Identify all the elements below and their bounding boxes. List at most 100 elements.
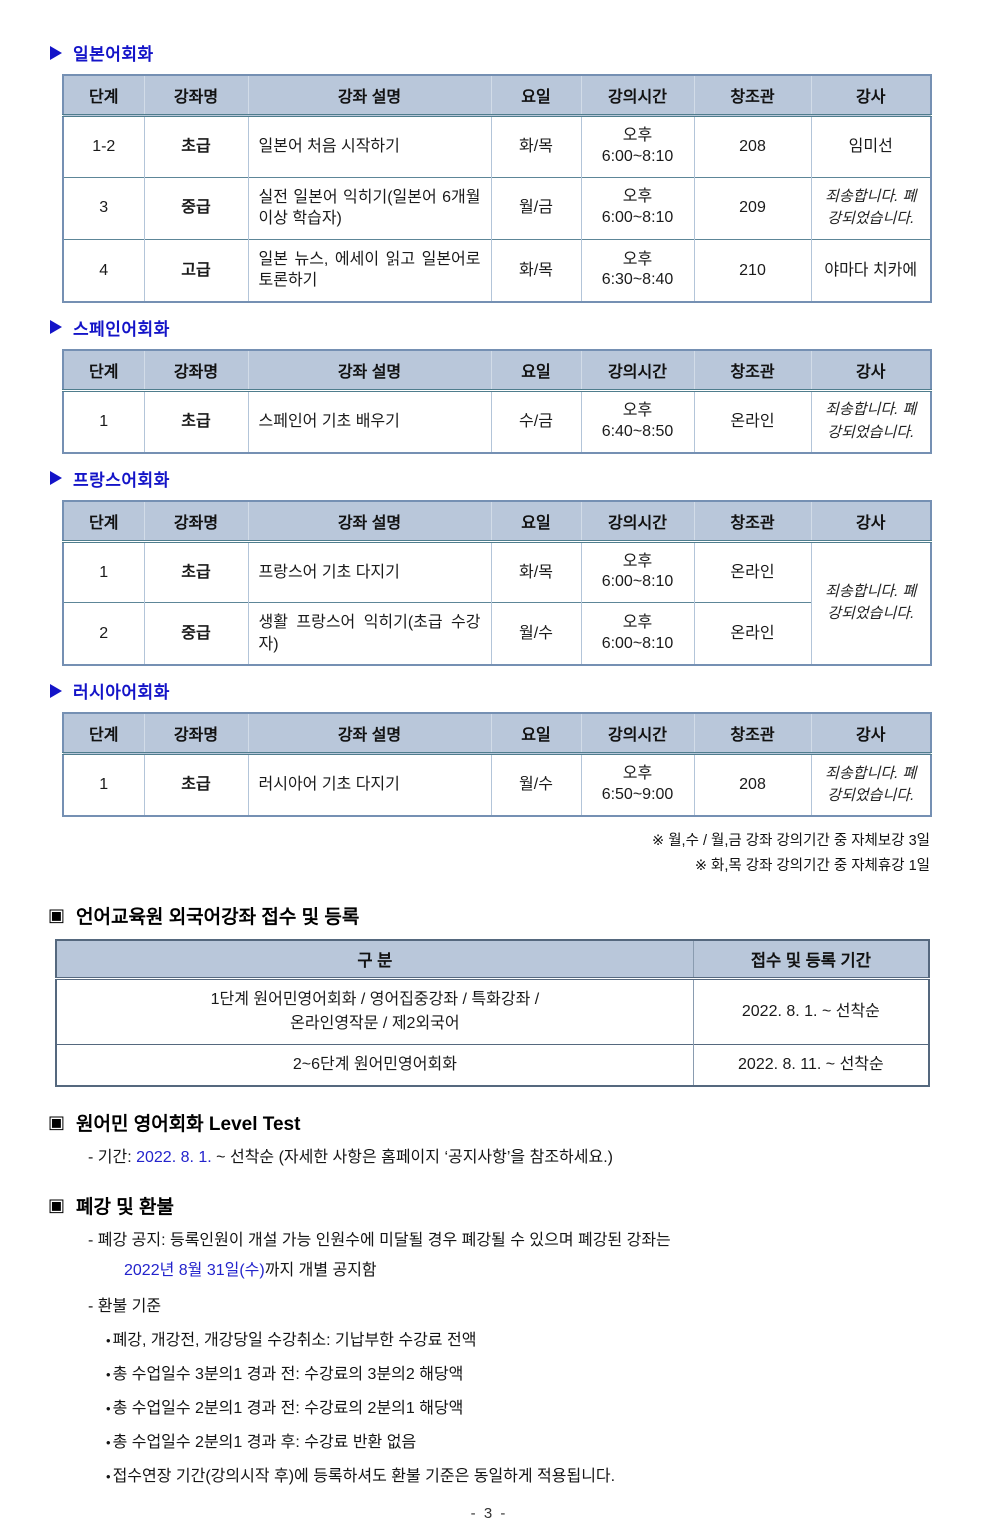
- footnote-rest-day: ※ 화,목 강좌 강의기간 중 자체휴강 1일: [694, 858, 930, 875]
- cell-time: 오후 6:00~8:10: [580, 602, 694, 666]
- cell-days: 화/목: [490, 541, 581, 603]
- course-table-0: 단계 강좌명 강좌 설명 요일 강의시간 창조관 강사 1-2 초급 일본어 처음 시작하기 화/목…: [62, 74, 932, 303]
- cell-days: 월/수: [490, 602, 581, 666]
- header-row: 단계 강좌명 강좌 설명 요일 강의시간 창조관 강사: [63, 349, 931, 392]
- bullet-dot-icon: •: [106, 1400, 111, 1416]
- section-title-text: 일본어회화: [73, 45, 154, 64]
- cancel-notice-date: 2022년 8월 31일(수): [124, 1261, 265, 1279]
- col-header: 강좌 설명: [247, 75, 491, 117]
- page-number: - 3 -: [470, 1504, 508, 1522]
- refund-bullet-text: 총 수업일수 2분의1 경과 전: 수강료의 2분의1 해당액: [112, 1399, 464, 1417]
- cell-course-name: 초급: [143, 115, 248, 178]
- cancel-notice-line2: 2022년 8월 31일(수)까지 개별 공지함: [124, 1259, 930, 1283]
- refund-bullet-item: • 총 수업일수 2분의1 경과 전: 수강료의 2분의1 해당액: [106, 1397, 930, 1421]
- refund-bullet-text: 접수연장 기간(강의시작 후)에 등록하셔도 환불 기준은 동일하게 적용됩니다…: [112, 1467, 616, 1485]
- cell-room: 온라인: [693, 390, 811, 453]
- language-course-sections: 일본어회화 단계 강좌명 강좌 설명 요일 강의시간 창조관 강사 1-2 초급 일본어 처음 시작…: [48, 40, 932, 817]
- cell-description: 일본어 처음 시작하기: [247, 115, 491, 178]
- section-title: 프랑스어회화: [50, 466, 930, 491]
- cell-teacher-cancelled: 죄송합니다. 폐강되었습니다.: [810, 390, 931, 453]
- cell-level: 1: [99, 563, 109, 581]
- refund-bullet-item: • 총 수업일수 3분의1 경과 전: 수강료의 3분의2 해당액: [106, 1363, 930, 1387]
- table-row: 1 초급 스페인어 기초 배우기 수/금 오후 6:40~8:50 온라인 죄송합니다. 폐강…: [63, 390, 931, 453]
- col-header: 강좌 설명: [247, 349, 491, 392]
- cell-description: 생활 프랑스어 익히기(초급 수강자): [247, 602, 491, 666]
- bullet-dot-icon: •: [106, 1468, 111, 1484]
- cell-time: 오후 6:40~8:50: [580, 390, 694, 453]
- col-header: 요일: [490, 75, 581, 117]
- col-header: 강의시간: [580, 500, 694, 543]
- header-row: 단계 강좌명 강좌 설명 요일 강의시간 창조관 강사: [63, 500, 931, 543]
- col-header: 단계: [63, 500, 144, 543]
- header-row: 단계 강좌명 강좌 설명 요일 강의시간 창조관 강사: [63, 75, 931, 117]
- cell-period: 2022. 8. 11. ~ 선착순: [692, 1043, 929, 1086]
- col-header: 강좌명: [143, 713, 248, 756]
- cell-course-name: 초급: [143, 753, 248, 816]
- refund-title-text: 폐강 및 환불: [76, 1196, 174, 1218]
- refund-bullet-text: 총 수업일수 2분의1 경과 후: 수강료 반환 없음: [112, 1433, 417, 1451]
- table-row: 2 중급 생활 프랑스어 익히기(초급 수강자) 월/수 오후 6:00~8:10 온라인: [63, 602, 931, 666]
- cell-level: 1-2: [92, 138, 116, 155]
- table-row: 1 초급 프랑스어 기초 다지기 화/목 오후 6:00~8:10 온라인 죄송합니다. 폐강…: [63, 541, 931, 666]
- cell-time: 오후 6:30~8:40: [580, 238, 694, 302]
- section-title-text: 러시아어회화: [73, 683, 170, 703]
- table-row: 2~6단계 원어민영어회화 2022. 8. 11. ~ 선착순: [56, 1043, 929, 1086]
- cell-days: 화/목: [490, 238, 581, 302]
- cell-description: 러시아어 기초 다지기: [247, 753, 491, 816]
- table-row: 1 초급 러시아어 기초 다지기 월/수 오후 6:50~9:00 208 죄송합니다. 폐강…: [63, 753, 931, 816]
- refund-bullet-text: 폐강, 개강전, 개강당일 수강취소: 기납부한 수강료 전액: [112, 1331, 477, 1349]
- cell-teacher: 임미선: [810, 115, 931, 178]
- square-bullet-icon: ▣: [48, 905, 66, 926]
- col-header: 강사: [810, 713, 931, 756]
- refund-bullet-list: • 폐강, 개강전, 개강당일 수강취소: 기납부한 수강료 전액 • 총 수업일수 …: [48, 1329, 930, 1489]
- category-line-1: 1단계 원어민영어회화 / 영어집중강좌 / 특화강좌 /: [210, 990, 540, 1008]
- period-prefix: - 기간:: [88, 1148, 137, 1166]
- refund-bullet-item: • 폐강, 개강전, 개강당일 수강취소: 기납부한 수강료 전액: [106, 1329, 930, 1353]
- section-title: 일본어회화: [50, 40, 930, 65]
- section-title-text: 스페인어회화: [73, 319, 170, 339]
- level-test-period-line: - 기간: 2022. 8. 1. ~ 선착순 (자세한 사항은 홈페이지 ‘공…: [88, 1146, 930, 1170]
- bullet-dot-icon: •: [106, 1434, 111, 1450]
- col-header-period: 접수 및 등록 기간: [692, 939, 929, 980]
- square-bullet-icon: ▣: [48, 1195, 66, 1216]
- cancel-notice-line1: - 폐강 공지: 등록인원이 개설 가능 인원수에 미달될 경우 폐강될 수 있…: [88, 1231, 671, 1249]
- cell-room: 209: [693, 176, 811, 240]
- document-page: 일본어회화 단계 강좌명 강좌 설명 요일 강의시간 창조관 강사 1-2 초급 일본어 처음 시작…: [48, 40, 932, 1522]
- cell-course-name: 중급: [143, 176, 248, 240]
- cell-room: 208: [693, 115, 811, 178]
- col-header: 강좌명: [143, 349, 248, 392]
- cell-course-name: 초급: [143, 390, 248, 453]
- cancel-notice-rest: 까지 개별 공지함: [264, 1261, 377, 1279]
- col-header: 창조관: [693, 713, 811, 756]
- level-test-section-title: ▣ 원어민 영어회화 Level Test: [48, 1109, 930, 1136]
- cell-course-name: 고급: [143, 238, 248, 302]
- col-header: 강사: [810, 349, 931, 392]
- col-header: 강의시간: [580, 75, 694, 117]
- table-footnotes: ※ 월,수 / 월,금 강좌 강의기간 중 자체보강 3일 ※ 화,목 강좌 강…: [48, 829, 930, 880]
- course-table-2: 단계 강좌명 강좌 설명 요일 강의시간 창조관 강사 1 초급 프랑스어 기초 다지기 화/목 오후…: [62, 499, 932, 667]
- cell-days: 화/목: [490, 115, 581, 178]
- period-date: 2022. 8. 1.: [136, 1148, 212, 1166]
- cell-category: 1단계 원어민영어회화 / 영어집중강좌 / 특화강좌 / 온라인영작문 / 제…: [56, 978, 693, 1044]
- registration-section-title: ▣ 언어교육원 외국어강좌 접수 및 등록: [48, 902, 930, 929]
- col-header: 요일: [490, 713, 581, 756]
- refund-bullet-item: • 접수연장 기간(강의시작 후)에 등록하셔도 환불 기준은 동일하게 적용됩니…: [106, 1465, 930, 1489]
- period-rest: ~ 선착순 (자세한 사항은 홈페이지 ‘공지사항’을 참조하세요.): [211, 1148, 613, 1166]
- footnote-makeup-days: ※ 월,수 / 월,금 강좌 강의기간 중 자체보강 3일: [652, 832, 930, 849]
- cell-description: 실전 일본어 익히기(일본어 6개월 이상 학습자): [247, 176, 491, 240]
- col-header: 창조관: [693, 349, 811, 392]
- cell-days: 수/금: [490, 390, 581, 453]
- col-header: 강좌명: [143, 500, 248, 543]
- col-header: 강의시간: [580, 713, 694, 756]
- triangle-bullet-icon: [50, 320, 62, 335]
- section-title-text: 프랑스어회화: [73, 470, 170, 490]
- bullet-dot-icon: •: [106, 1332, 111, 1348]
- refund-section-title: ▣ 폐강 및 환불: [48, 1192, 930, 1219]
- cell-level: 1: [99, 776, 109, 794]
- col-header: 창조관: [693, 75, 811, 117]
- cell-time: 오후 6:00~8:10: [580, 176, 694, 240]
- cell-days: 월/수: [490, 753, 581, 816]
- square-bullet-icon: ▣: [48, 1112, 66, 1133]
- cell-description: 프랑스어 기초 다지기: [247, 541, 491, 603]
